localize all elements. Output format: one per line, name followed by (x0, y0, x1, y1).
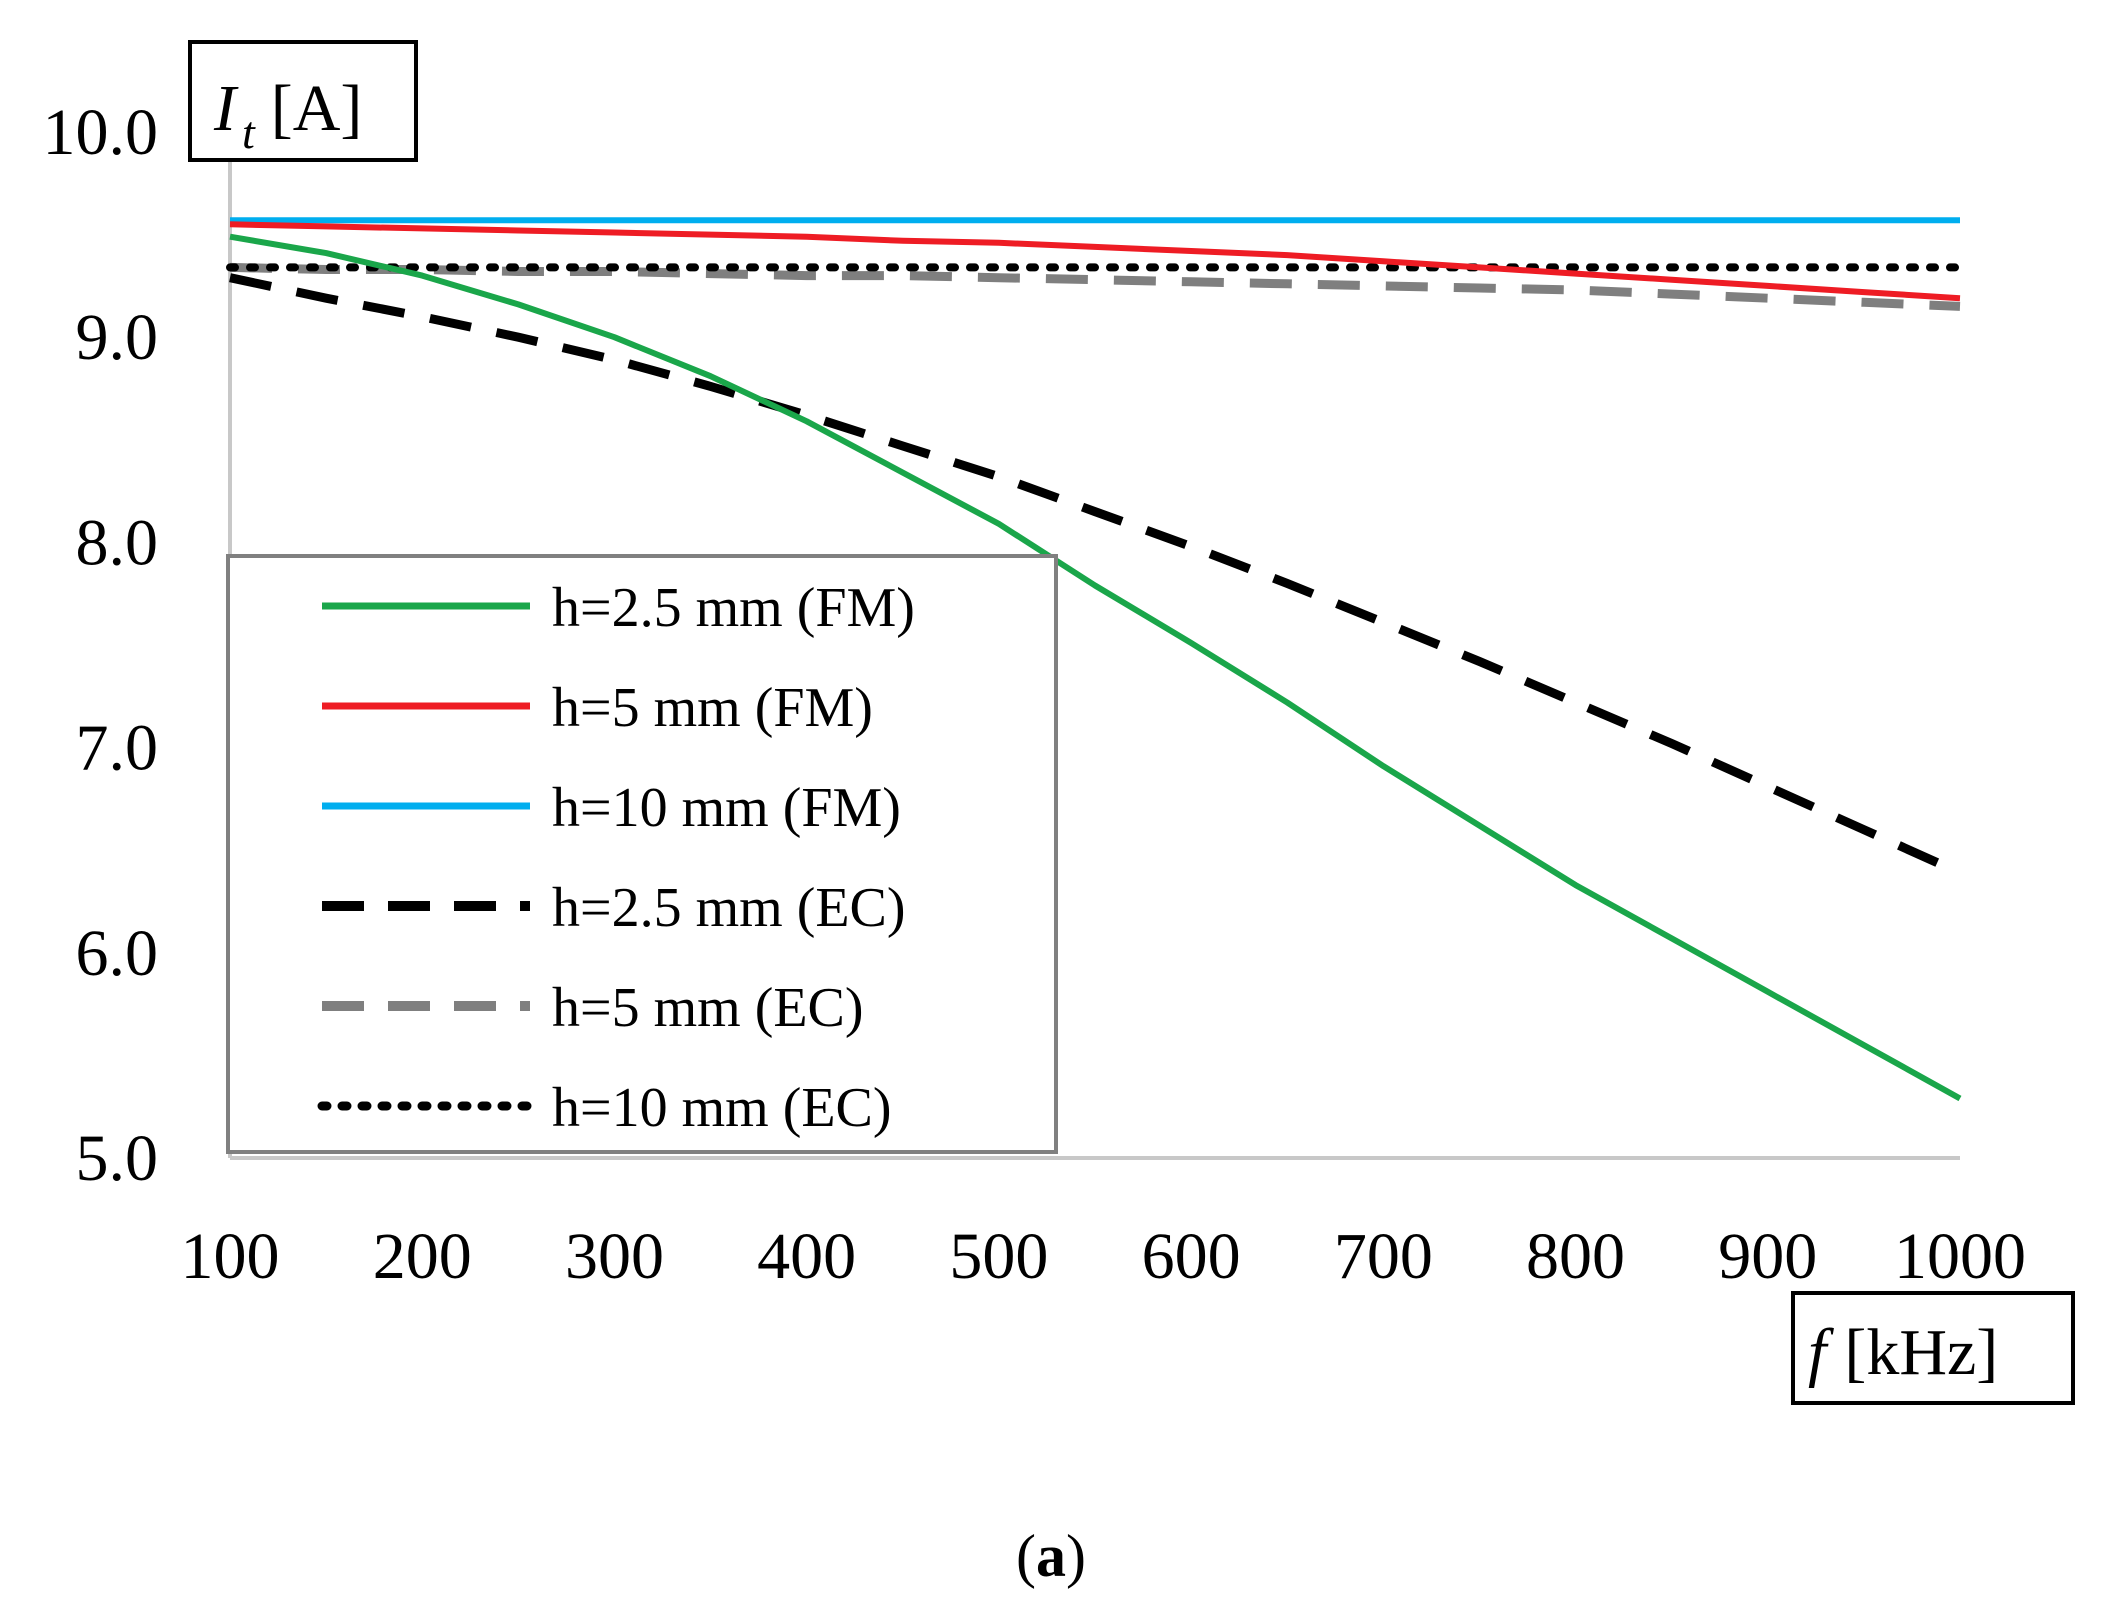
series-line-1 (229, 233, 1962, 1102)
series-line-2 (229, 221, 1961, 302)
caption-close: ) (1066, 1523, 1086, 1589)
y-tick-label: 9.0 (76, 301, 159, 374)
x-axis-label: f [kHz] (1791, 1291, 2075, 1405)
y-axis-symbol: I (213, 72, 239, 145)
legend-label: h=2.5 mm (EC) (552, 877, 906, 939)
y-axis-label-box (188, 40, 418, 162)
x-tick-label: 900 (1718, 1220, 1817, 1293)
x-tick-label: 400 (757, 1220, 856, 1293)
x-tick-labels: 100 200 300 400 500 600 700 800 900 1000 (181, 1220, 2027, 1293)
x-tick-label: 300 (565, 1220, 664, 1293)
x-tick-label: 600 (1142, 1220, 1241, 1293)
legend: h=2.5 mm (FM) h=5 mm (FM) h=10 mm (FM) h=2.… (226, 554, 1058, 1154)
x-tick-label: 800 (1526, 1220, 1625, 1293)
legend-box (226, 554, 1058, 1154)
caption-open: ( (1016, 1523, 1036, 1589)
y-axis-subscript: t (242, 107, 256, 158)
x-tick-label: 1000 (1894, 1220, 2026, 1293)
legend-label: h=2.5 mm (FM) (552, 577, 915, 639)
x-tick-label: 200 (373, 1220, 472, 1293)
caption-letter: a (1036, 1523, 1066, 1589)
legend-label: h=5 mm (FM) (552, 677, 873, 739)
figure-caption: (a) (1016, 1523, 1086, 1589)
y-tick-label: 8.0 (76, 506, 159, 579)
y-tick-label: 7.0 (76, 712, 159, 785)
x-axis-unit: [kHz] (1844, 1316, 1998, 1389)
x-tick-label: 700 (1334, 1220, 1433, 1293)
x-axis-label-box (1791, 1291, 2075, 1405)
x-tick-label: 100 (181, 1220, 280, 1293)
y-tick-label: 6.0 (76, 917, 159, 990)
data-series (226, 217, 1964, 1102)
y-tick-label: 5.0 (76, 1122, 159, 1195)
y-tick-labels: 5.0 6.0 7.0 8.0 9.0 10.0 (43, 96, 159, 1195)
legend-label: h=10 mm (FM) (552, 777, 901, 839)
series-line-5 (229, 262, 1961, 311)
legend-label: h=5 mm (EC) (552, 977, 864, 1039)
series-line-4 (229, 273, 1962, 877)
x-tick-label: 500 (949, 1220, 1048, 1293)
legend-label: h=10 mm (EC) (552, 1077, 892, 1139)
y-axis-unit: [A] (271, 72, 363, 145)
y-tick-label: 10.0 (43, 96, 159, 169)
